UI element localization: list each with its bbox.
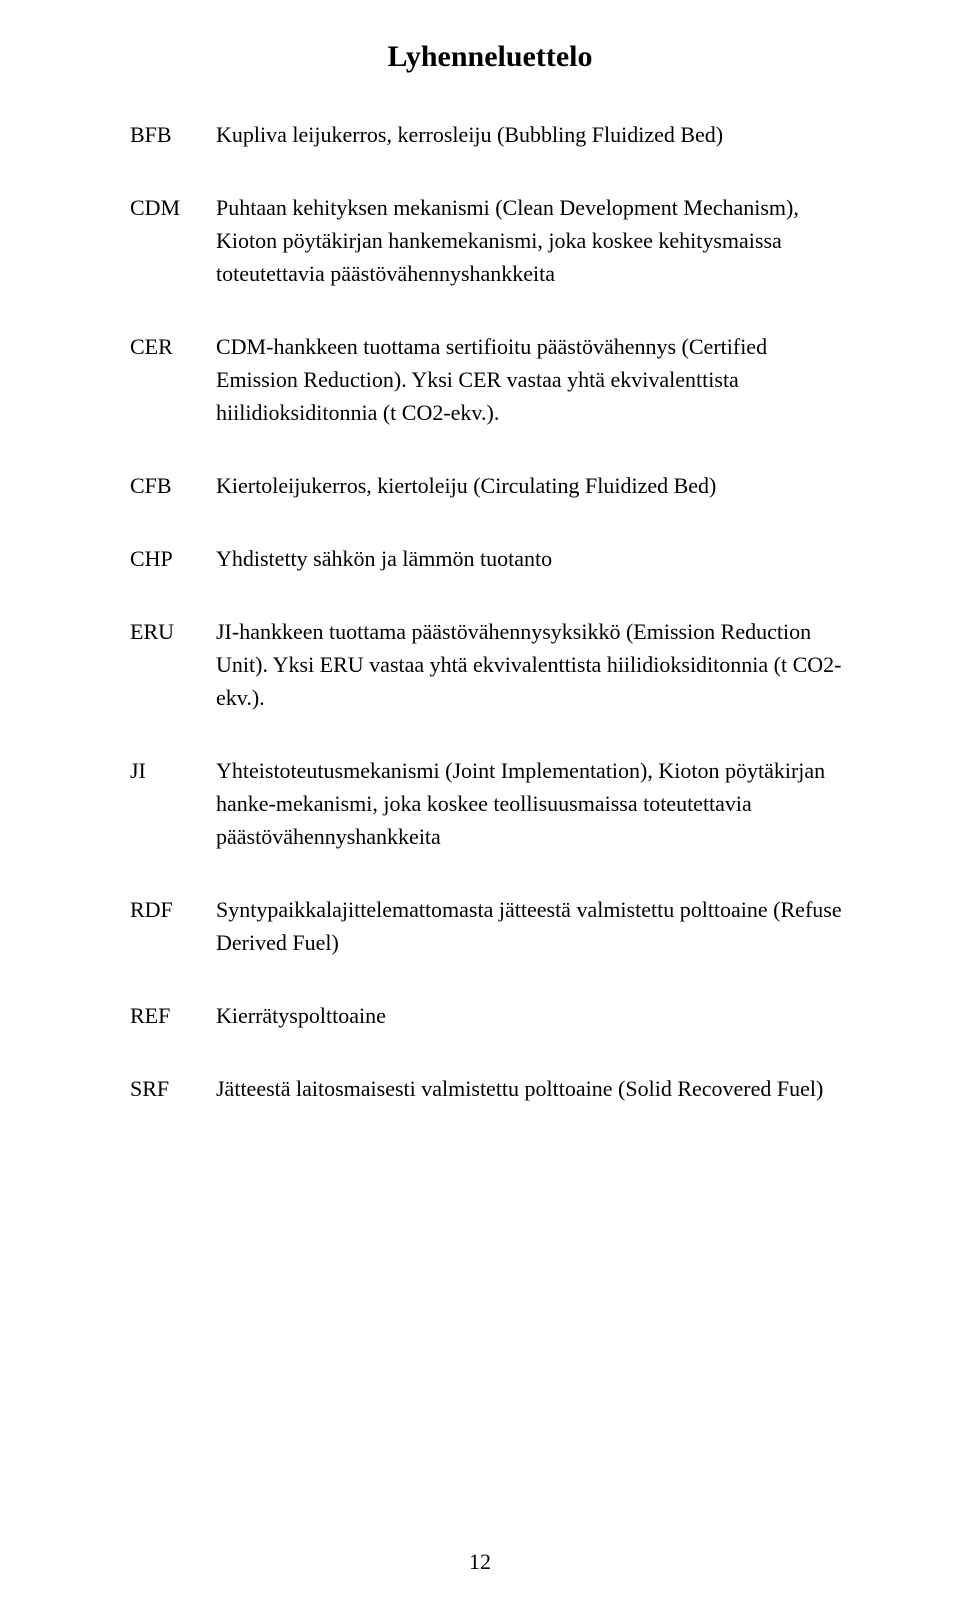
abbr-label: RDF [130,893,216,926]
abbr-definition: Syntypaikkalajittelemattomasta jätteestä… [216,893,850,959]
abbr-label: SRF [130,1072,216,1105]
abbr-label: CFB [130,469,216,502]
list-item: SRF Jätteestä laitosmaisesti valmistettu… [130,1072,850,1105]
list-item: JI Yhteistoteutusmekanismi (Joint Implem… [130,754,850,853]
list-item: CDM Puhtaan kehityksen mekanismi (Clean … [130,191,850,290]
abbr-label: CDM [130,191,216,224]
abbr-label: CHP [130,542,216,575]
abbr-definition: Kupliva leijukerros, kerrosleiju (Bubbli… [216,118,850,151]
abbr-definition: Puhtaan kehityksen mekanismi (Clean Deve… [216,191,850,290]
list-item: RDF Syntypaikkalajittelemattomasta jätte… [130,893,850,959]
list-item: CHP Yhdistetty sähkön ja lämmön tuotanto [130,542,850,575]
page-title: Lyhenneluettelo [130,40,850,74]
abbr-definition: Yhteistoteutusmekanismi (Joint Implement… [216,754,850,853]
list-item: BFB Kupliva leijukerros, kerrosleiju (Bu… [130,118,850,151]
abbr-definition: Jätteestä laitosmaisesti valmistettu pol… [216,1072,850,1105]
abbr-definition: Kierrätyspolttoaine [216,999,850,1032]
abbr-definition: Kiertoleijukerros, kiertoleiju (Circulat… [216,469,850,502]
abbr-definition: JI-hankkeen tuottama päästövähennysyksik… [216,615,850,714]
abbr-definition: Yhdistetty sähkön ja lämmön tuotanto [216,542,850,575]
page-number: 12 [0,1549,960,1575]
list-item: ERU JI-hankkeen tuottama päästövähennysy… [130,615,850,714]
list-item: REF Kierrätyspolttoaine [130,999,850,1032]
abbr-label: REF [130,999,216,1032]
list-item: CER CDM-hankkeen tuottama sertifioitu pä… [130,330,850,429]
abbr-label: ERU [130,615,216,648]
list-item: CFB Kiertoleijukerros, kiertoleiju (Circ… [130,469,850,502]
abbr-definition: CDM-hankkeen tuottama sertifioitu päästö… [216,330,850,429]
abbreviation-list: BFB Kupliva leijukerros, kerrosleiju (Bu… [130,118,850,1105]
abbr-label: CER [130,330,216,363]
abbr-label: JI [130,754,216,787]
abbr-label: BFB [130,118,216,151]
